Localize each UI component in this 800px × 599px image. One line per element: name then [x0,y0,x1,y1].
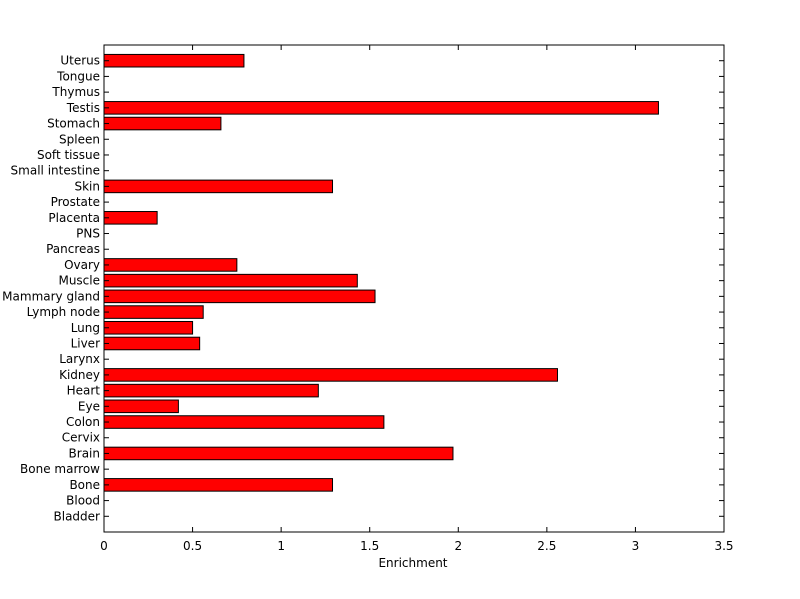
bar-brain [103,446,454,461]
bar-kidney [103,368,558,382]
y-tick-label: Lymph node [27,305,100,319]
y-tick-label: Blood [66,494,100,508]
y-tick-label: Larynx [59,352,100,366]
y-tick-label: Soft tissue [37,148,100,162]
y-tick-label: Lung [71,321,100,335]
x-tick-label: 1.5 [360,539,379,553]
bar-colon [103,415,385,429]
bar-bone [103,478,334,492]
x-tick-label: 1 [277,539,285,553]
x-axis: 0 0.5 1 1.5 2 2.5 3 3.5 [100,45,734,553]
y-tick-label: PNS [76,227,100,241]
y-tick-label: Placenta [48,211,100,225]
y-tick-label: Liver [71,336,101,350]
y-tick-label: Brain [69,446,100,460]
bar-testis [103,101,659,115]
x-tick-label: 0.5 [183,539,202,553]
y-tick-label: Bone marrow [20,462,100,476]
bar-uterus [103,53,245,68]
y-tick-label: Heart [67,384,101,398]
y-tick-label: Tongue [56,69,100,83]
bar-muscle [103,273,358,288]
y-tick-label: Eye [78,399,100,413]
bar-placenta [103,211,158,225]
x-tick-label: 2 [454,539,462,553]
y-tick-label: Uterus [60,54,100,68]
bar-liver [103,336,201,351]
y-tick-label: Bladder [54,509,101,523]
bar-lung [103,320,194,335]
y-tick-label: Muscle [58,274,100,288]
y-tick-label: Mammary gland [2,289,100,303]
x-tick-label: 0 [100,539,108,553]
y-tick-label: Prostate [51,195,100,209]
x-tick-label: 2.5 [537,539,556,553]
bar-eye [103,399,179,414]
y-tick-label: Stomach [47,117,100,131]
x-tick-label: 3.5 [714,539,733,553]
y-tick-label: Kidney [59,368,100,382]
y-tick-label: Colon [66,415,100,429]
y-tick-label: Small intestine [11,164,100,178]
y-tick-label: Testis [66,101,100,115]
bar-lymph-node [103,305,204,319]
bar-mammary-gland [103,289,376,304]
bar-stomach [103,116,222,131]
y-tick-label: Pancreas [46,242,100,256]
x-axis-label: Enrichment [378,556,447,570]
y-tick-label: Bone [69,478,100,492]
y-tick-label: Skin [74,179,100,193]
bars-group [103,53,659,492]
bar-heart [103,383,319,398]
y-tick-label: Spleen [59,132,100,146]
x-tick-label: 3 [632,539,640,553]
y-tick-label: Cervix [62,431,100,445]
bar-skin [103,179,334,194]
bar-ovary [103,258,238,272]
y-tick-label: Thymus [51,85,100,99]
y-tick-label: Ovary [64,258,100,272]
